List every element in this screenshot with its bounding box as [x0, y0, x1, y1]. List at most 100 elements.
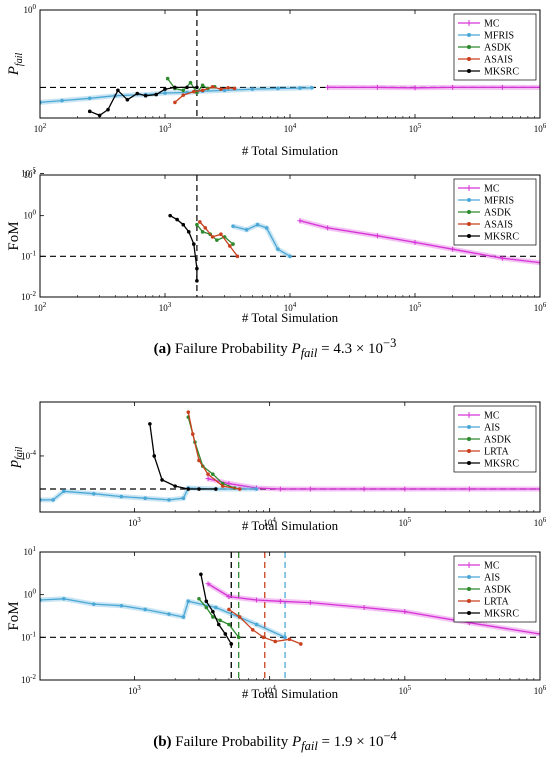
legend-label-lrta: LRTA	[484, 447, 509, 458]
point-asais	[235, 254, 240, 259]
point-ais	[181, 496, 186, 500]
point-mfris	[231, 224, 235, 229]
legend-marker-ais	[467, 425, 471, 429]
point-asais	[219, 232, 223, 237]
point-mc	[325, 84, 331, 90]
caption-a-subscript: fail	[300, 346, 318, 360]
y-tick-label: 10-1	[21, 249, 36, 261]
point-lrta	[273, 639, 278, 644]
point-ais	[143, 496, 147, 500]
y-tick-exponent: 0	[33, 209, 37, 217]
point-mksrc	[175, 217, 179, 222]
legend-label-ais: AIS	[484, 573, 500, 584]
y-tick-exponent: 0	[33, 3, 37, 11]
legend-marker-asdk	[467, 210, 471, 214]
legend-marker-asais	[467, 57, 471, 61]
caption-b-label: (b)	[153, 734, 172, 750]
legend-marker-mksrc	[467, 461, 471, 465]
point-mc	[537, 486, 540, 492]
legend-marker-asdk	[467, 437, 471, 441]
x-axis-label: # Total Simulation	[242, 518, 339, 533]
legend-label-mksrc: MKSRC	[484, 609, 519, 620]
point-mksrc	[223, 632, 228, 636]
point-mksrc	[116, 88, 120, 93]
caption-a-exponent: −3	[383, 336, 397, 350]
point-mksrc	[173, 484, 177, 488]
series-group	[168, 213, 540, 283]
legend-marker-mc	[466, 185, 472, 191]
point-mfris	[250, 87, 255, 91]
y-tick-exponent: -2	[30, 673, 36, 681]
y-tick-label: 10-2	[21, 290, 36, 302]
legend-label-mc: MC	[484, 561, 500, 572]
point-asdk	[211, 472, 215, 477]
point-asdk	[231, 242, 235, 246]
point-asdk	[181, 88, 186, 93]
x-tick-exponent: 6	[543, 122, 547, 130]
point-mksrc	[143, 93, 148, 98]
x-tick-exponent: 5	[418, 301, 422, 309]
point-asdk	[197, 597, 201, 601]
point-mfris	[163, 91, 167, 95]
series-group	[40, 572, 540, 646]
chart-b-bottom: 103 1 0 4 105 106 101 100 10-1 10-2 # Total Simula…	[6, 545, 547, 701]
legend-marker-asdk	[467, 587, 471, 591]
x-tick-exponent: 4	[293, 301, 297, 309]
point-mksrc	[148, 422, 152, 426]
point-mc	[450, 84, 456, 90]
point-mksrc	[185, 85, 189, 90]
point-mksrc	[181, 222, 186, 227]
point-ais	[62, 489, 66, 494]
point-ais	[91, 491, 96, 496]
point-mfris	[60, 98, 64, 103]
point-mksrc	[204, 599, 209, 604]
point-asdk	[220, 481, 225, 486]
point-ais	[186, 599, 191, 604]
point-mc	[537, 84, 540, 90]
point-lrta	[186, 410, 191, 414]
point-asdk	[215, 238, 219, 242]
plot-frame	[39, 174, 541, 298]
x-tick-label: 102	[34, 301, 47, 313]
point-mc	[325, 225, 331, 231]
point-mfris	[255, 222, 260, 227]
point-ais	[181, 615, 186, 619]
point-asais	[210, 235, 215, 239]
y-axis-label: pfail	[6, 446, 25, 468]
y-tick-exponent: -5	[30, 167, 36, 175]
point-ais	[254, 487, 259, 491]
point-lrta	[261, 635, 266, 640]
legend-marker-mksrc	[467, 234, 471, 238]
x-tick-label: 106	[534, 516, 547, 528]
point-mfris	[276, 86, 280, 91]
point-asais	[228, 244, 232, 248]
point-mksrc	[195, 266, 199, 271]
point-lrta	[206, 472, 210, 477]
legend-label-asdk: ASDK	[484, 43, 512, 54]
caption-b-exponent: −4	[383, 729, 397, 743]
point-asdk	[227, 622, 231, 627]
point-asdk	[165, 76, 170, 81]
x-tick-exponent: 2	[43, 301, 47, 309]
point-mc	[412, 239, 418, 245]
point-mksrc	[211, 609, 215, 614]
point-asais	[173, 100, 177, 105]
point-mksrc	[97, 113, 102, 118]
legend-label-asdk: ASDK	[484, 208, 512, 219]
legend-label-asdk: ASDK	[484, 585, 512, 596]
legend-label-mc: MC	[484, 184, 500, 195]
point-asais	[192, 89, 196, 94]
point-asais	[219, 87, 223, 91]
x-tick-exponent: 4	[272, 684, 276, 692]
point-mksrc	[214, 487, 218, 491]
point-mc	[374, 84, 380, 90]
legend-label-mksrc: MKSRC	[484, 67, 519, 78]
point-mc	[307, 486, 313, 492]
point-mksrc	[197, 487, 201, 491]
x-axis-label: # Total Simulation	[242, 143, 339, 158]
y-tick-exponent: 1	[33, 168, 37, 176]
